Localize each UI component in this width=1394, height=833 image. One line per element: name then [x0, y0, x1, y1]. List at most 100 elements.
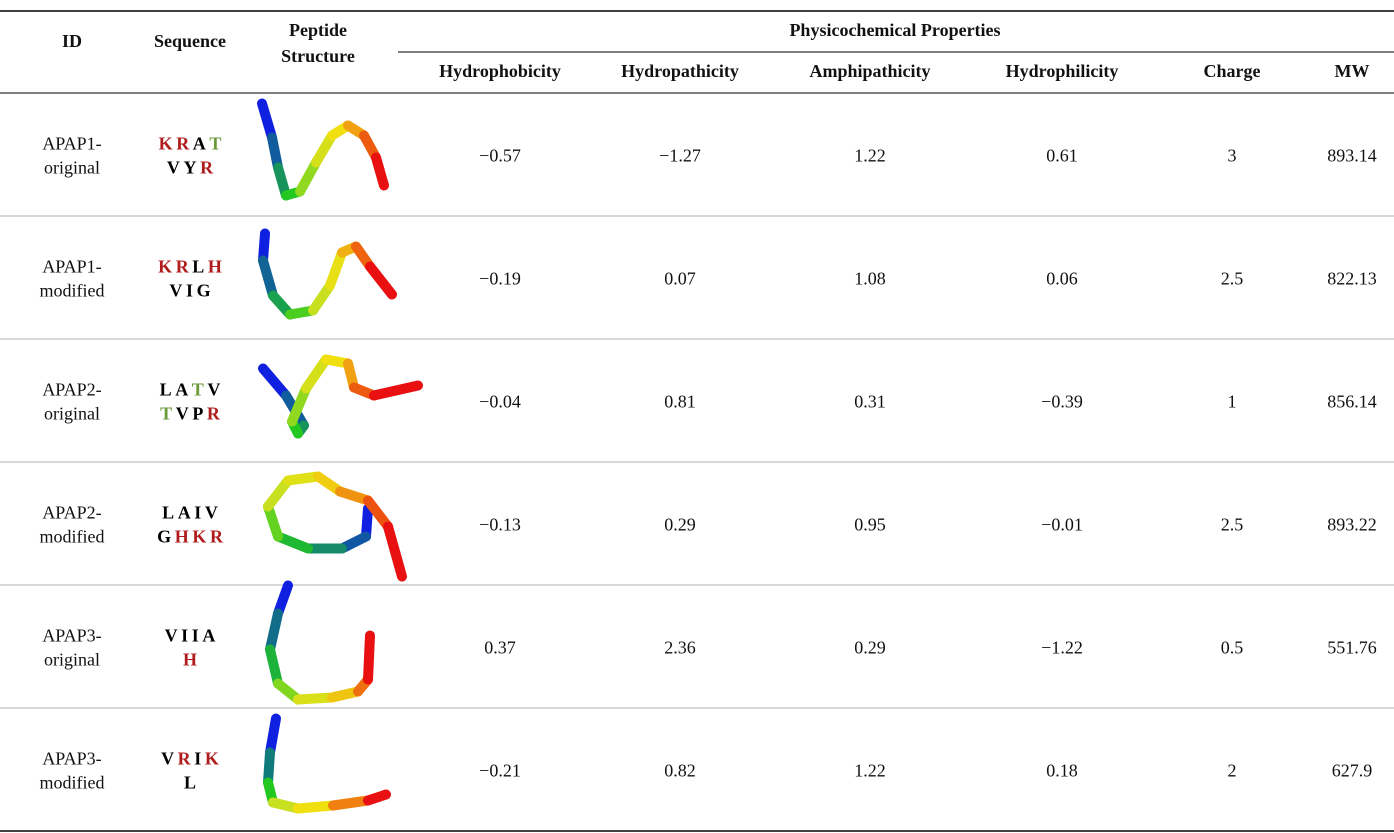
row-id: APAP1- [42, 134, 101, 154]
row-id: original [44, 404, 100, 424]
residue: H [175, 527, 189, 547]
property-value: −0.19 [479, 269, 521, 289]
header-property: MW [1335, 61, 1370, 81]
property-value: 2 [1228, 761, 1237, 781]
tube-segment [368, 795, 386, 801]
peptide-structure [262, 104, 384, 196]
property-value: 0.31 [854, 392, 886, 412]
residue: R [207, 404, 221, 424]
property-value: 893.22 [1327, 515, 1377, 535]
property-value: 0.95 [854, 515, 886, 535]
residue: I [186, 281, 193, 301]
sequence-line: H [183, 650, 197, 670]
tube-segment [330, 253, 342, 286]
row-id: APAP1- [42, 257, 101, 277]
property-value: 822.13 [1327, 269, 1377, 289]
property-value: 0.37 [484, 638, 516, 658]
peptide-structure [270, 586, 370, 700]
residue: R [176, 134, 190, 154]
residue: V [161, 749, 174, 769]
row-id: APAP2- [42, 380, 101, 400]
property-value: −1.27 [659, 146, 701, 166]
tube-segment [298, 698, 332, 700]
row-id: modified [40, 773, 105, 793]
property-value: −0.04 [479, 392, 521, 412]
residue: V [205, 503, 218, 523]
residue: V [165, 626, 178, 646]
residue: R [178, 749, 192, 769]
sequence-line: V I I A [165, 626, 216, 646]
peptide-structure [268, 719, 386, 809]
tube-segment [270, 614, 278, 650]
property-value: 0.82 [664, 761, 696, 781]
sequence-line: G H K R [157, 527, 224, 547]
residue: P [192, 404, 203, 424]
peptide-structure [268, 477, 402, 577]
page: ID Sequence Peptide Structure Physicoche… [0, 0, 1394, 833]
residue: T [209, 134, 221, 154]
residue: K [205, 749, 219, 769]
residue: R [200, 158, 214, 178]
residue: I [194, 503, 201, 523]
header-group: Physicochemical Properties [789, 20, 1000, 40]
property-value: −1.22 [1041, 638, 1083, 658]
residue: A [193, 134, 206, 154]
header-id: ID [62, 31, 82, 51]
residue: G [197, 281, 211, 301]
tube-segment [263, 261, 273, 296]
table: ID Sequence Peptide Structure Physicoche… [0, 0, 1394, 833]
tube-segment [262, 104, 272, 138]
residue: V [176, 404, 189, 424]
sequence-line: L A I V [162, 503, 218, 523]
residue: L [162, 503, 174, 523]
residue: I [194, 749, 201, 769]
property-value: 1.22 [854, 146, 886, 166]
header-structure: Structure [281, 46, 355, 66]
property-value: 3 [1228, 146, 1237, 166]
property-value: 0.18 [1046, 761, 1078, 781]
residue: R [210, 527, 224, 547]
residue: R [176, 257, 190, 277]
residue: L [160, 380, 172, 400]
property-value: 893.14 [1327, 146, 1377, 166]
header-sequence: Sequence [154, 31, 226, 51]
residue: T [160, 404, 172, 424]
tube-segment [298, 806, 333, 809]
residue: A [202, 626, 215, 646]
row-id: modified [40, 527, 105, 547]
residue: V [167, 158, 180, 178]
sequence-line: K R L H [158, 257, 222, 277]
residue: K [159, 134, 173, 154]
property-value: 1.22 [854, 761, 886, 781]
property-value: −0.57 [479, 146, 521, 166]
residue: I [192, 626, 199, 646]
property-value: −0.21 [479, 761, 521, 781]
sequence-line: V I G [169, 281, 210, 301]
row-id: APAP2- [42, 503, 101, 523]
residue: V [169, 281, 182, 301]
sequence-line: L A T V [160, 380, 221, 400]
residue: K [158, 257, 172, 277]
sequence-line: V R I K [161, 749, 219, 769]
property-value: 2.5 [1221, 515, 1244, 535]
tube-segment [263, 369, 286, 396]
row-id: APAP3- [42, 626, 101, 646]
residue: L [184, 773, 196, 793]
sequence-line: K R A T [159, 134, 222, 154]
peptide-structure [263, 234, 392, 315]
property-value: 0.06 [1046, 269, 1078, 289]
property-value: 0.61 [1046, 146, 1078, 166]
sequence-line: V Y R [167, 158, 214, 178]
property-value: 0.07 [664, 269, 696, 289]
property-value: 2.5 [1221, 269, 1244, 289]
property-value: 551.76 [1327, 638, 1377, 658]
residue: H [183, 650, 197, 670]
property-value: 0.29 [854, 638, 886, 658]
property-value: 2.36 [664, 638, 696, 658]
property-value: 1 [1228, 392, 1237, 412]
header-property: Charge [1204, 61, 1261, 81]
header-property: Hydrophobicity [439, 61, 561, 81]
residue: G [157, 527, 171, 547]
property-value: −0.01 [1041, 515, 1083, 535]
property-value: 856.14 [1327, 392, 1377, 412]
